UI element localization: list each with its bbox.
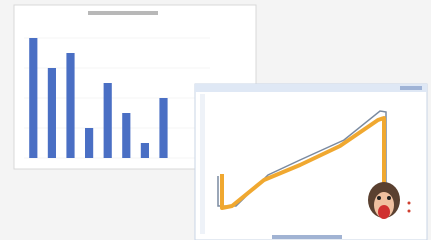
title-bar [195,84,427,92]
drawing-window [195,84,427,240]
window-buttons [400,86,422,90]
scene [0,0,431,240]
bar [104,83,112,158]
scrollbar [200,94,205,234]
bar [141,143,149,158]
window-frame [195,84,427,240]
bar [159,98,167,158]
bar [122,113,130,158]
bar [85,128,93,158]
bar [48,68,56,158]
bar [66,53,74,158]
illegible-title [88,11,158,15]
bar [29,38,37,158]
page [0,0,431,240]
illegible-caption [272,235,342,239]
